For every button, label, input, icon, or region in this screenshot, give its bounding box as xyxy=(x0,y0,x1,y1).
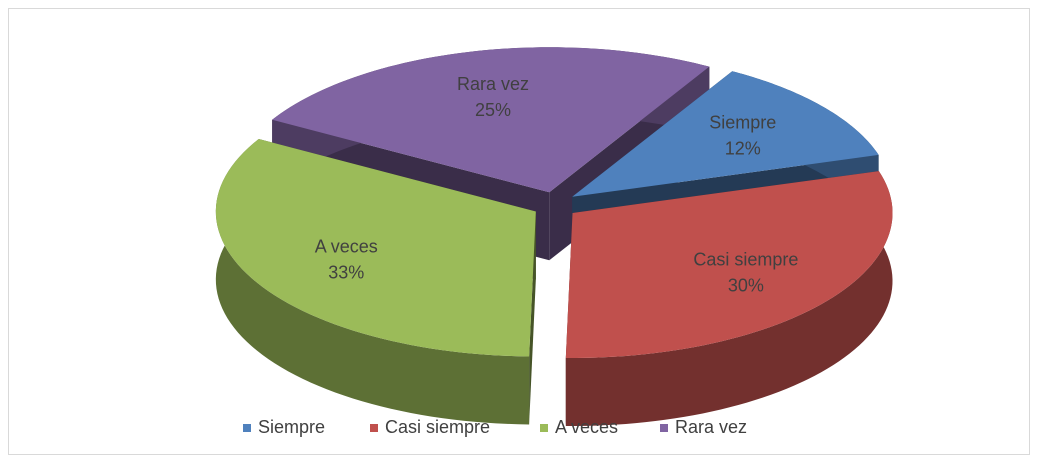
data-label-name: Siempre xyxy=(709,112,776,132)
slice xyxy=(565,171,893,426)
slice-top xyxy=(572,71,879,197)
slice-top xyxy=(565,171,893,358)
legend-label: Rara vez xyxy=(675,417,747,437)
slice-top xyxy=(272,47,710,193)
data-label-name: A veces xyxy=(315,237,378,257)
legend-swatch xyxy=(540,424,548,432)
data-label-value: 33% xyxy=(328,263,364,283)
data-label-name: Rara vez xyxy=(457,74,529,94)
slice-wall xyxy=(565,171,893,426)
slice-top xyxy=(215,138,536,357)
legend-swatch xyxy=(243,424,251,432)
data-label-value: 25% xyxy=(475,100,511,120)
legend-swatch xyxy=(370,424,378,432)
legend-label: Siempre xyxy=(258,417,325,437)
data-label-value: 30% xyxy=(728,275,764,295)
slice-wall xyxy=(215,138,530,425)
legend-swatch xyxy=(660,424,668,432)
slice xyxy=(215,138,536,425)
legend-label: A veces xyxy=(555,417,618,437)
data-label-value: 12% xyxy=(725,138,761,158)
legend-label: Casi siempre xyxy=(385,417,490,437)
data-label-name: Casi siempre xyxy=(693,249,798,269)
